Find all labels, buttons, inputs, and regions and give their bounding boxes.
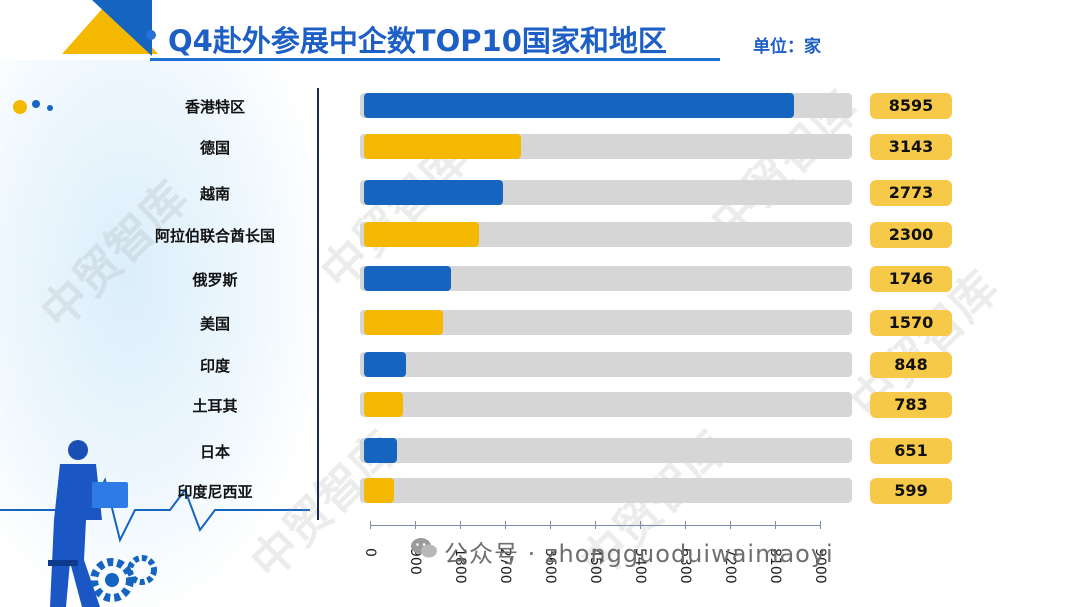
bar [364,352,407,377]
data-label: 651 [870,438,952,464]
x-tick [685,521,686,529]
data-label: 3143 [870,134,952,160]
x-tick-label: 0 [362,548,378,557]
data-label: 848 [870,352,952,378]
bar-track [360,352,852,377]
data-label: 1570 [870,310,952,336]
x-tick [370,521,371,529]
title-bullet [146,30,156,40]
background-decoration [0,60,320,607]
x-tick [460,521,461,529]
data-label: 2300 [870,222,952,248]
x-tick [595,521,596,529]
x-tick [775,521,776,529]
page-title: Q4赴外参展中企数TOP10国家和地区 [168,24,667,58]
bar-track [360,438,852,463]
x-tick [505,521,506,529]
bar [364,310,443,335]
category-label: 越南 [199,185,230,203]
data-label: 599 [870,478,952,504]
data-label: 8595 [870,93,952,119]
bar [364,180,503,205]
x-tick [820,521,821,529]
gear-icon [90,555,157,602]
businessman-illustration-icon [48,440,128,607]
bar [364,438,397,463]
bar [364,266,452,291]
title-underline [150,58,720,61]
y-axis-line [317,88,319,520]
x-tick [550,521,551,529]
category-label: 美国 [199,315,230,333]
category-label: 土耳其 [192,397,238,415]
decorative-dots-icon [13,100,53,114]
bar [364,93,794,118]
bar-track [360,392,852,417]
footer-account: 公众号 · zhongguoduiwaimaoyi [444,540,834,568]
bar [364,134,522,159]
x-tick [415,521,416,529]
x-tick [640,521,641,529]
category-label: 香港特区 [184,98,245,116]
bar-track [360,478,852,503]
category-label: 俄罗斯 [192,271,238,289]
data-label: 2773 [870,180,952,206]
wechat-icon [411,538,437,558]
category-label: 印度尼西亚 [177,483,253,501]
bar [364,222,479,247]
category-label: 日本 [199,443,230,461]
data-label: 783 [870,392,952,418]
category-label: 印度 [199,357,230,375]
logo-triangle-blue [92,0,152,56]
unit-label: 单位：家 [753,37,821,57]
bar [364,392,404,417]
data-label: 1746 [870,266,952,292]
x-tick [730,521,731,529]
category-label: 德国 [199,139,230,157]
bar [364,478,394,503]
category-label: 阿拉伯联合酋长国 [154,227,275,245]
